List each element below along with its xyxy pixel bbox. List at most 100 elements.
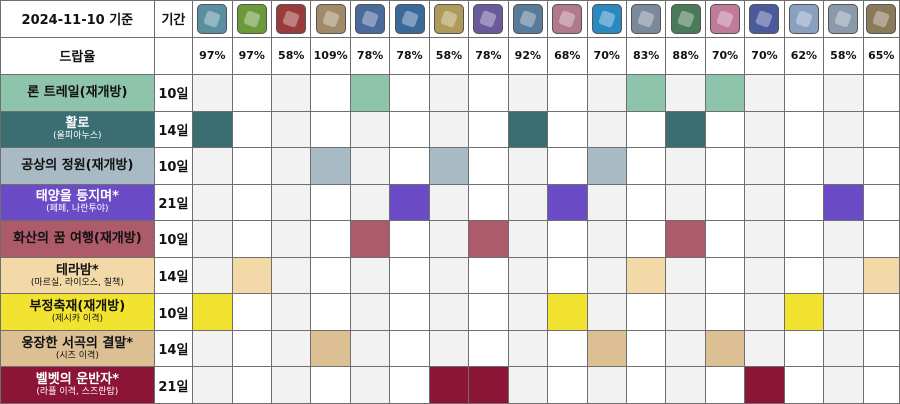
event-item-cell (428, 256, 470, 295)
event-name: 화산의 꿈 여행(재개방) (13, 231, 142, 247)
item-header-cell (270, 0, 312, 38)
event-item-cell (783, 329, 825, 368)
event-subtitle: (제시카 이격) (51, 314, 103, 325)
item-header-cell (704, 0, 746, 38)
event-item-marked-cell (586, 147, 627, 185)
event-item-cell (783, 147, 825, 185)
event-item-cell (744, 147, 785, 185)
event-item-cell (862, 293, 900, 331)
event-item-cell (665, 293, 706, 331)
drop-rate-period-blank (153, 36, 194, 76)
event-item-cell (744, 256, 785, 295)
event-item-cell (270, 220, 312, 258)
event-item-cell (744, 293, 785, 331)
event-duration: 10일 (153, 293, 194, 331)
drop-rate-value: 78% (389, 36, 430, 76)
event-item-cell (704, 220, 746, 258)
item-header-cell (428, 0, 470, 38)
event-name: 활로 (65, 116, 90, 132)
event-item-cell (507, 74, 549, 112)
event-item-cell (586, 256, 627, 295)
event-duration: 21일 (153, 366, 194, 404)
item-header-cell (468, 0, 509, 38)
event-item-cell (428, 293, 470, 331)
event-item-marked-cell (625, 74, 667, 112)
drop-rate-value: 83% (625, 36, 667, 76)
event-item-cell (468, 74, 509, 112)
event-row: 벨벳의 운반자* (라플 이격, 스즈란탑) 21일 (0, 366, 900, 404)
event-name-cell: 활로 (올피아누스) (0, 110, 155, 149)
event-item-cell (310, 366, 351, 404)
event-item-cell (823, 256, 864, 295)
drop-rate-value: 92% (507, 36, 549, 76)
event-item-marked-cell (665, 220, 706, 258)
event-item-marked-cell (192, 110, 233, 149)
event-subtitle: (페페, 나란투야) (46, 204, 109, 215)
event-item-cell (349, 256, 391, 295)
event-subtitle: (올피아누스) (53, 131, 102, 142)
event-subtitle: (시즈 이격) (55, 350, 99, 361)
event-item-cell (507, 183, 549, 222)
event-item-cell (428, 110, 470, 149)
blue-chest-icon (749, 3, 780, 34)
event-item-cell (389, 329, 430, 368)
event-item-cell (783, 256, 825, 295)
event-name-cell: 태양을 등지며* (페페, 나란투야) (0, 183, 155, 222)
event-item-cell (862, 366, 900, 404)
event-item-cell (270, 110, 312, 149)
event-item-cell (349, 329, 391, 368)
event-item-cell (231, 329, 273, 368)
item-header-cell (744, 0, 785, 38)
event-item-marked-cell (547, 183, 588, 222)
drop-rate-value: 78% (349, 36, 391, 76)
event-item-cell (823, 293, 864, 331)
event-item-cell (192, 329, 233, 368)
blue-core-icon (512, 3, 543, 34)
event-item-marked-cell (468, 220, 509, 258)
bronze-antenna-icon (866, 3, 897, 34)
event-name-cell: 론 트레일(재개방) (0, 74, 155, 112)
event-subtitle: (마르실, 라이오스, 칠책) (30, 277, 124, 288)
green-vial-icon (670, 3, 701, 34)
drop-rate-value: 78% (468, 36, 509, 76)
date-header: 2024-11-10 기준 (0, 0, 155, 38)
event-row: 화산의 꿈 여행(재개방) 10일 (0, 220, 900, 258)
item-header-cell (192, 0, 233, 38)
event-item-marked-cell (665, 110, 706, 149)
event-item-cell (231, 366, 273, 404)
event-item-cell (665, 256, 706, 295)
event-item-marked-cell (468, 366, 509, 404)
event-item-cell (270, 293, 312, 331)
event-item-cell (823, 110, 864, 149)
event-item-cell (823, 74, 864, 112)
event-item-cell (192, 183, 233, 222)
event-name-cell: 벨벳의 운반자* (라플 이격, 스즈란탑) (0, 366, 155, 404)
event-item-cell (744, 183, 785, 222)
event-row: 테라밤* (마르실, 라이오스, 칠책) 14일 (0, 256, 900, 295)
event-item-cell (704, 256, 746, 295)
event-item-cell (783, 110, 825, 149)
event-item-cell (625, 329, 667, 368)
event-subtitle: (라플 이격, 스즈란탑) (36, 387, 119, 398)
event-item-cell (744, 110, 785, 149)
event-item-cell (192, 74, 233, 112)
event-item-cell (862, 329, 900, 368)
event-item-cell (389, 220, 430, 258)
event-item-cell (744, 220, 785, 258)
event-item-cell (310, 74, 351, 112)
event-item-marked-cell (823, 183, 864, 222)
event-item-cell (586, 183, 627, 222)
event-name-cell: 테라밤* (마르실, 라이오스, 칠책) (0, 256, 155, 295)
event-item-cell (231, 110, 273, 149)
event-name: 테라밤* (56, 262, 99, 278)
drop-rate-value: 70% (744, 36, 785, 76)
event-row: 태양을 등지며* (페페, 나란투야) 21일 (0, 183, 900, 222)
event-item-cell (310, 110, 351, 149)
event-item-cell (586, 293, 627, 331)
event-item-cell (507, 220, 549, 258)
event-name: 부정축재(재개방) (29, 299, 126, 315)
event-item-cell (349, 293, 391, 331)
event-name-cell: 공상의 정원(재개방) (0, 147, 155, 185)
event-item-marked-cell (389, 183, 430, 222)
event-item-cell (349, 110, 391, 149)
